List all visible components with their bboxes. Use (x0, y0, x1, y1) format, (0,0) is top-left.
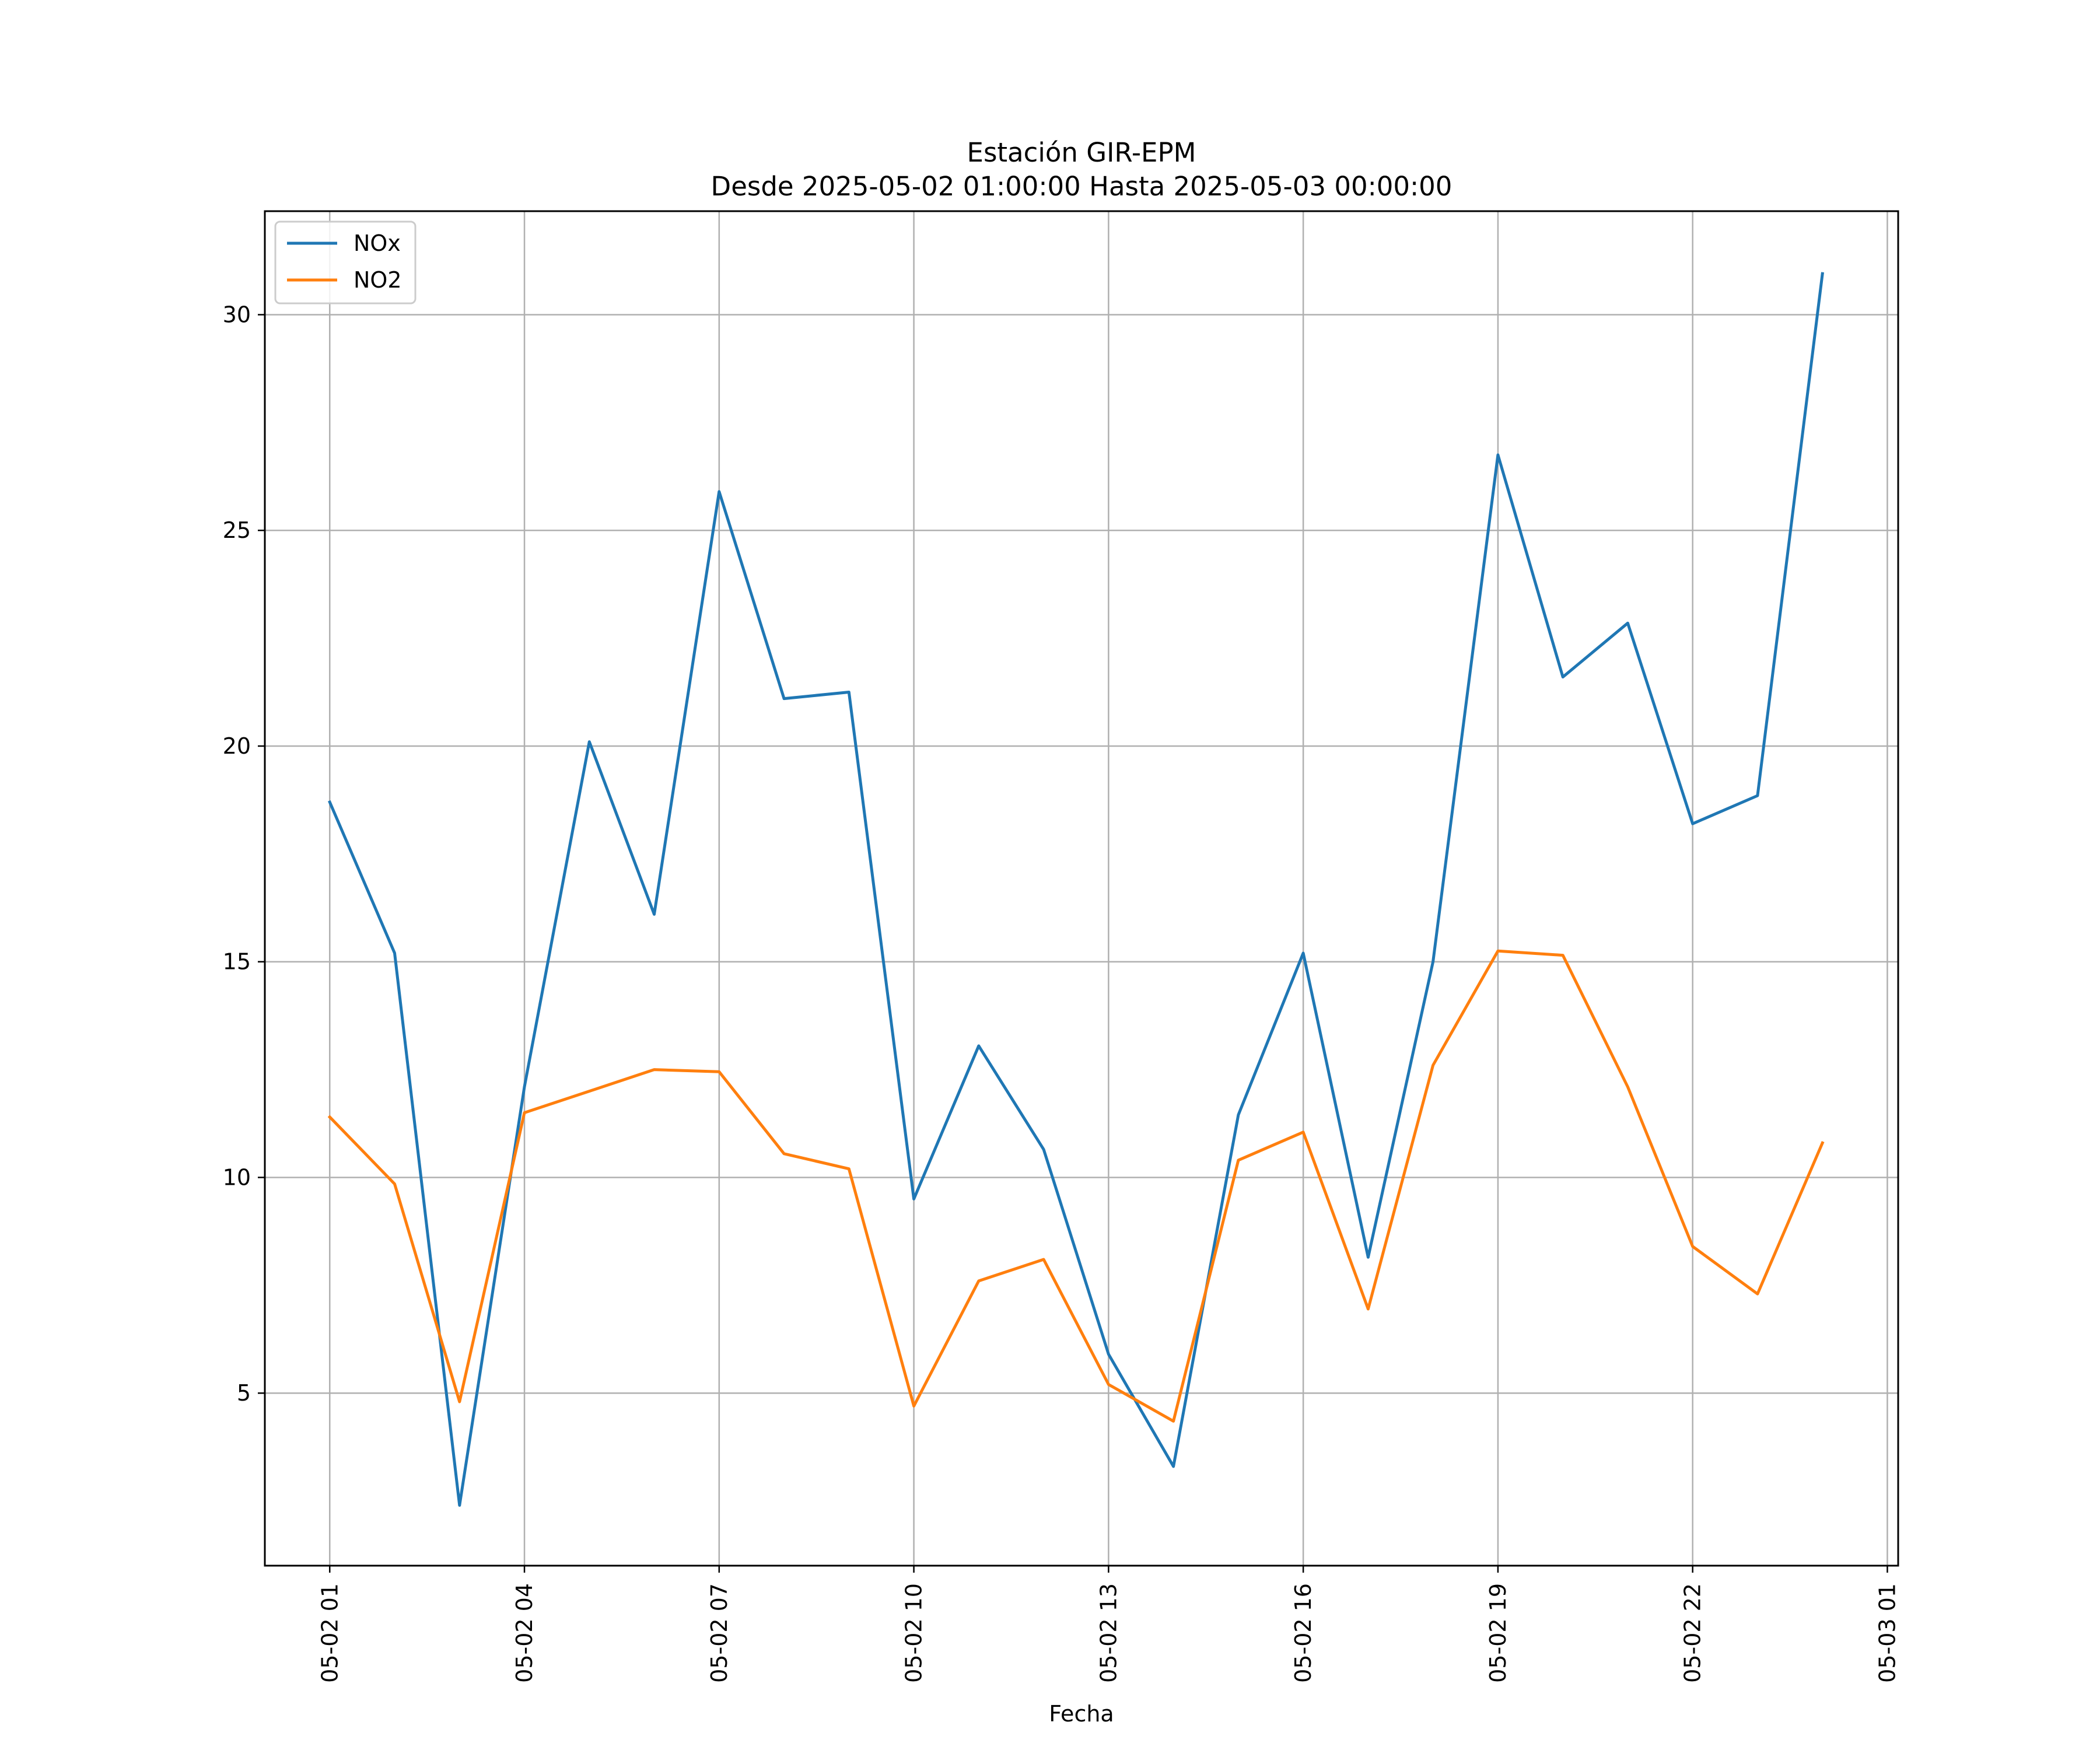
chart-title: Estación GIR-EPM (967, 137, 1196, 168)
x-tick-label: 05-02 19 (1485, 1583, 1511, 1683)
plot-frame (264, 210, 1899, 1567)
x-axis-label: Fecha (1049, 1701, 1114, 1727)
series-line-nox (328, 272, 1824, 1507)
x-tick-label: 05-02 13 (1096, 1583, 1121, 1683)
y-tick-label: 10 (223, 1164, 251, 1190)
legend-label-nox: NOx (354, 230, 401, 256)
series-lines (327, 272, 1825, 1507)
x-tick-label: 05-02 01 (317, 1583, 342, 1683)
x-tick-label: 05-02 07 (706, 1583, 732, 1683)
x-tick-label: 05-02 16 (1290, 1583, 1316, 1683)
x-tick-label: 05-03 01 (1874, 1583, 1900, 1683)
y-tick-label: 30 (223, 302, 251, 327)
x-tick-label: 05-02 10 (901, 1583, 927, 1683)
legend-label-no2: NO2 (354, 267, 402, 293)
y-tick-label: 20 (223, 733, 251, 759)
x-axis: 05-02 01 05-02 04 05-02 07 05-02 10 05-02 13… (317, 1566, 1900, 1683)
x-tick-label: 05-02 04 (512, 1583, 537, 1683)
y-axis: 5 10 15 20 25 30 (223, 302, 265, 1406)
y-tick-label: 15 (223, 949, 251, 975)
y-tick-label: 25 (223, 517, 251, 543)
series-line-no2 (327, 949, 1825, 1423)
chart-subtitle: Desde 2025-05-02 01:00:00 Hasta 2025-05-… (711, 171, 1452, 202)
grid (265, 211, 1898, 1566)
x-tick-label: 05-02 22 (1680, 1583, 1706, 1683)
legend: NOx NO2 (274, 220, 416, 304)
y-tick-label: 5 (237, 1380, 251, 1406)
